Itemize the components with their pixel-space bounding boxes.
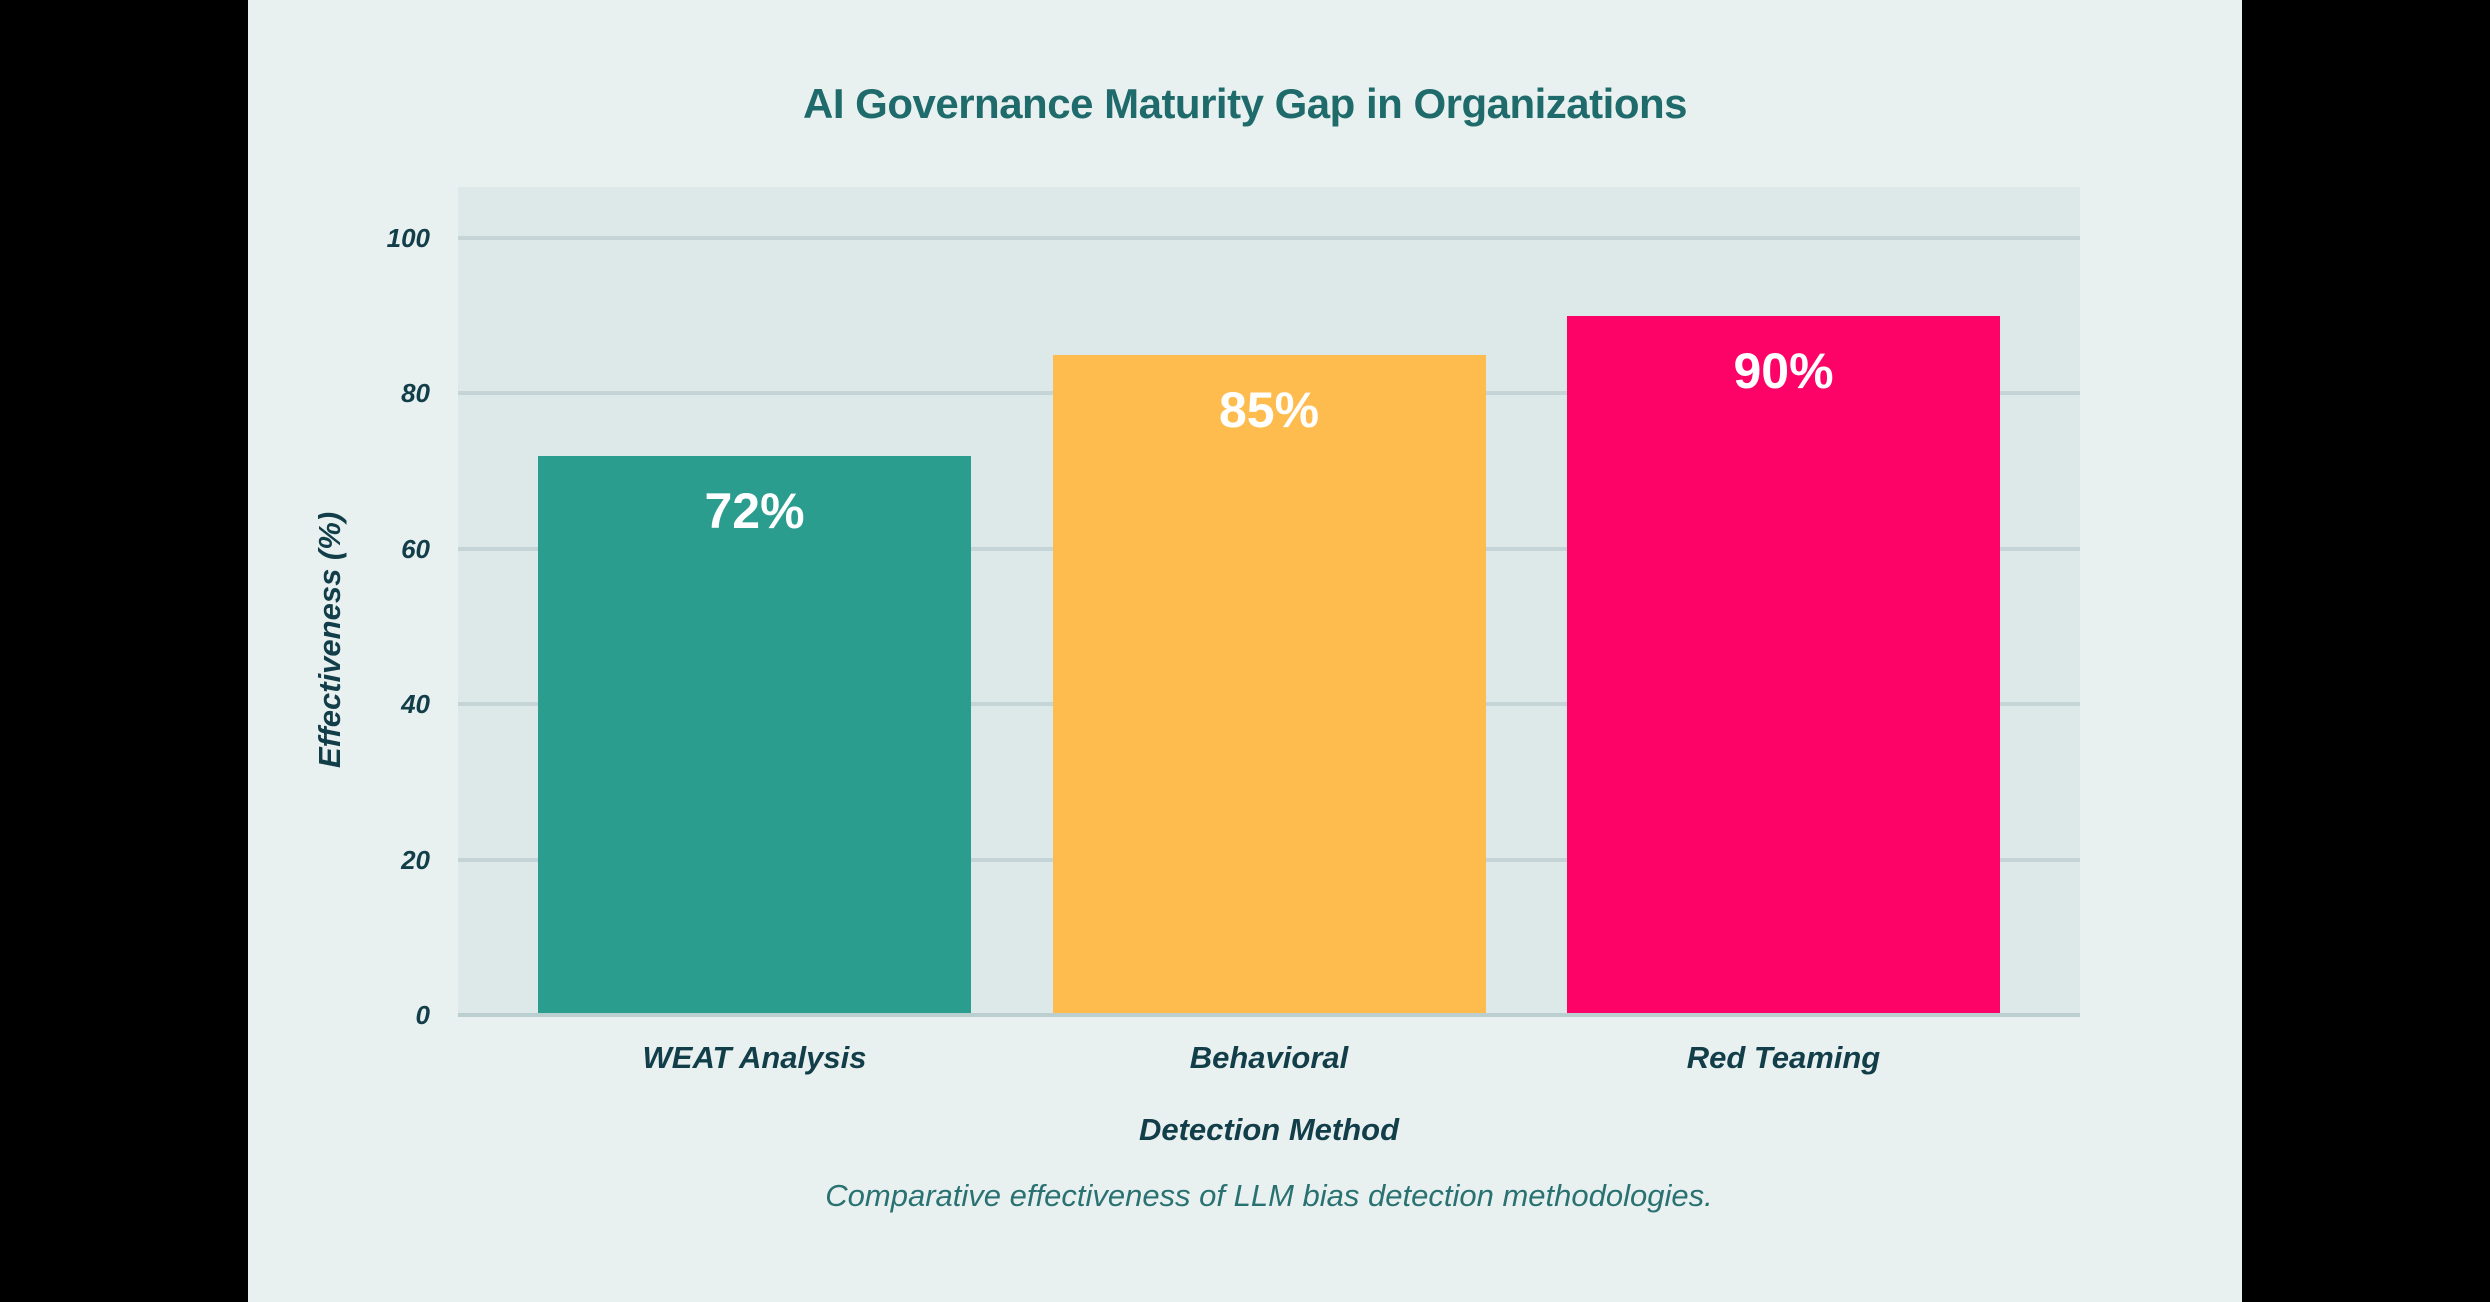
- left-letterbox: [0, 0, 248, 1302]
- x-axis-title: Detection Method: [1138, 1112, 1400, 1147]
- x-category-label: Red Teaming: [1686, 1040, 1881, 1075]
- y-tick-label-100: 100: [386, 223, 430, 253]
- bar-value-label: 72%: [704, 482, 805, 539]
- y-tick-label-60: 60: [401, 533, 430, 564]
- x-category-label: WEAT Analysis: [642, 1040, 867, 1075]
- plot-area: 72% 85% 90%: [458, 187, 2080, 1017]
- y-tick-label-0: 0: [415, 1000, 430, 1030]
- y-tick-label-40: 40: [401, 689, 430, 720]
- gridline-100: [458, 236, 2080, 240]
- x-category-label: Behavioral: [1189, 1040, 1349, 1075]
- bar-behavioral: 85%: [1052, 354, 1486, 1013]
- bar-value-label: 85%: [1218, 381, 1320, 438]
- chart-caption: Comparative effectiveness of LLM bias de…: [825, 1178, 1713, 1213]
- gridline-0: [458, 1013, 2080, 1017]
- y-tick-label-80: 80: [401, 378, 430, 409]
- bar-weat-analysis: 72%: [538, 455, 971, 1013]
- chart-title: AI Governance Maturity Gap in Organizati…: [802, 80, 1688, 127]
- chart-canvas: AI Governance Maturity Gap in Organizati…: [248, 0, 2242, 1302]
- bar-red-teaming: 90%: [1567, 315, 2000, 1013]
- y-tick-label-20: 20: [401, 844, 430, 875]
- right-letterbox: [2242, 0, 2490, 1302]
- bar-value-label: 90%: [1733, 342, 1834, 399]
